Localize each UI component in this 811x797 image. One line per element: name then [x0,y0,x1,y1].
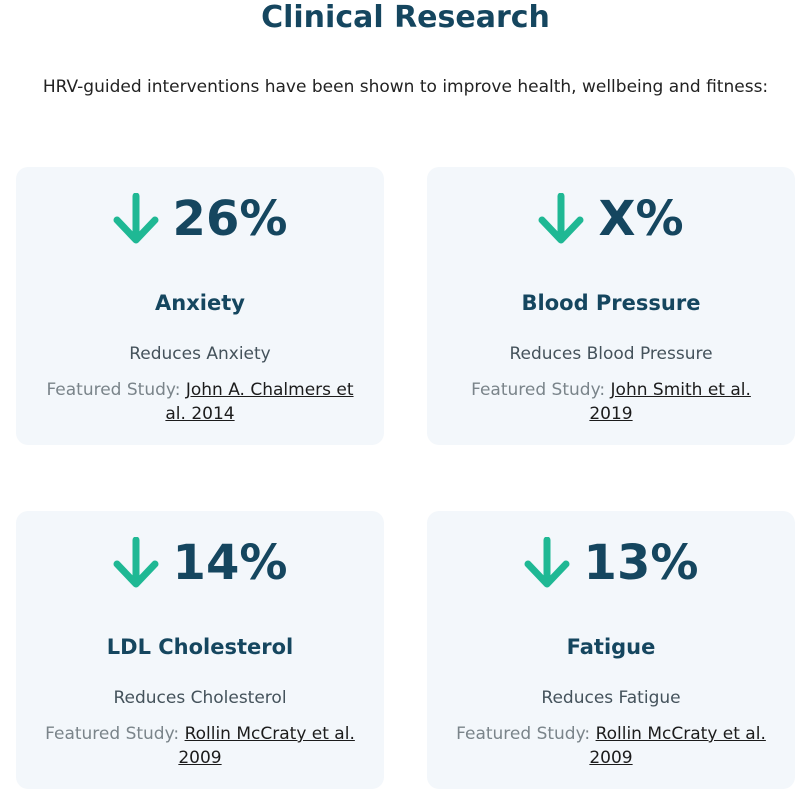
featured-study-label: Featured Study: [456,724,591,744]
research-card-fatigue: 13% Fatigue Reduces Fatigue Featured Stu… [427,511,795,789]
study-link[interactable]: John A. Chalmers et al. 2014 [165,380,354,424]
card-description: Reduces Fatigue [541,688,681,708]
card-description: Reduces Cholesterol [113,688,287,708]
arrow-down-icon [113,193,159,244]
research-card-anxiety: 26% Anxiety Reduces Anxiety Featured Stu… [16,167,384,445]
stat-value: X% [598,191,684,247]
arrow-down-icon [524,537,570,588]
card-title: LDL Cholesterol [106,635,294,659]
stat-value: 14% [172,535,288,591]
featured-study-label: Featured Study: [471,380,606,400]
stat-value: 13% [583,535,699,591]
stat-value: 26% [172,191,288,247]
research-card-ldl-cholesterol: 14% LDL Cholesterol Reduces Cholesterol … [16,511,384,789]
card-title: Anxiety [155,291,245,315]
featured-study-label: Featured Study: [45,724,180,744]
arrow-down-icon [538,193,584,244]
stat-row: 26% [16,187,384,251]
featured-study-label: Featured Study: [46,380,181,400]
study-link[interactable]: John Smith et al. 2019 [589,380,751,424]
card-title: Blood Pressure [521,291,701,315]
stat-row: 14% [16,531,384,595]
card-title: Fatigue [566,635,656,659]
featured-study: Featured Study: Rollin McCraty et al. 20… [38,722,362,770]
card-description: Reduces Anxiety [129,344,271,364]
arrow-down-icon [113,537,159,588]
study-link[interactable]: Rollin McCraty et al. 2009 [178,724,355,768]
research-card-blood-pressure: X% Blood Pressure Reduces Blood Pressure… [427,167,795,445]
featured-study: Featured Study: John Smith et al. 2019 [449,378,773,426]
featured-study: Featured Study: John A. Chalmers et al. … [38,378,362,426]
card-description: Reduces Blood Pressure [509,344,713,364]
stat-row: X% [427,187,795,251]
featured-study: Featured Study: Rollin McCraty et al. 20… [449,722,773,770]
study-link[interactable]: Rollin McCraty et al. 2009 [589,724,766,768]
intro-text: HRV-guided interventions have been shown… [42,77,769,97]
page-title: Clinical Research [261,0,550,35]
stat-row: 13% [427,531,795,595]
